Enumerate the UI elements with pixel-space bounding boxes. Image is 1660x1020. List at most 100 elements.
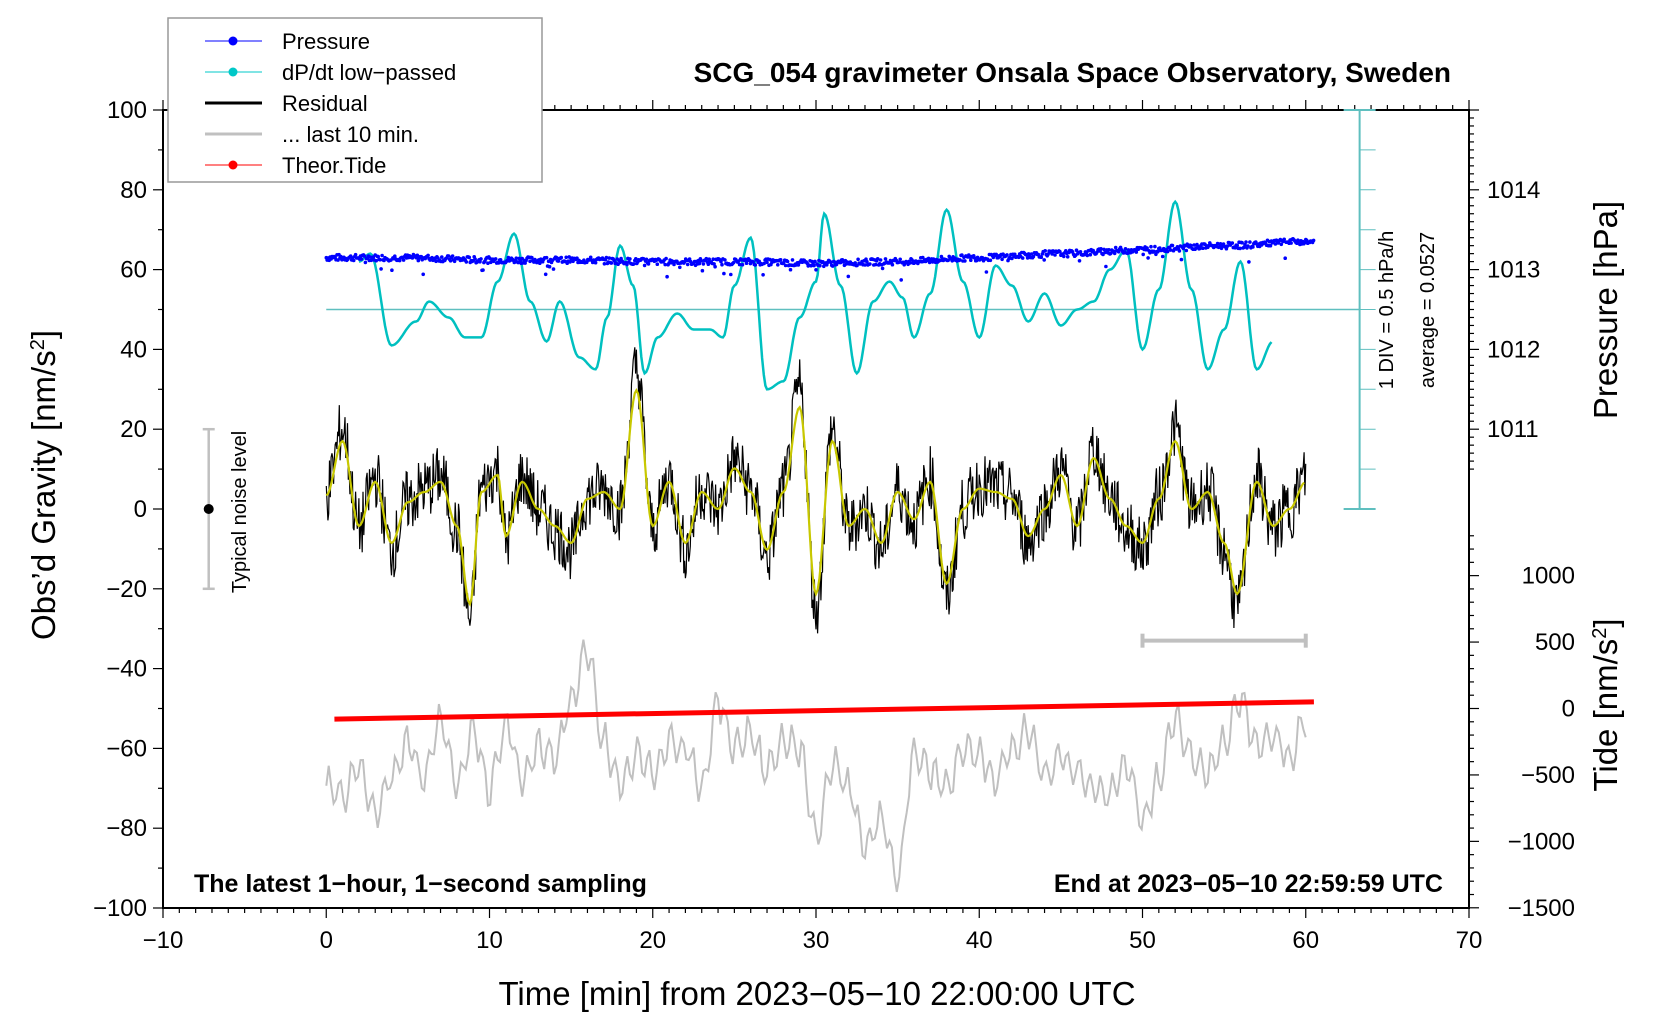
pressure-point — [1251, 245, 1255, 249]
tide-tick-label: 500 — [1535, 629, 1575, 656]
y-left-tick-label: 0 — [134, 496, 147, 523]
residual-smoothed-line — [325, 387, 1305, 607]
pressure-point — [1134, 250, 1139, 254]
pressure-axis-title: Pressure [hPa] — [1587, 201, 1624, 419]
y-left-tick-label: −100 — [93, 895, 147, 922]
pressure-point — [481, 268, 485, 272]
tide-axis-title-sup: 2 — [1589, 628, 1611, 639]
pressure-point — [813, 259, 817, 264]
pressure-point — [700, 268, 705, 273]
tide-tick-label: −1000 — [1508, 828, 1575, 855]
pressure-point — [351, 258, 356, 263]
pressure-point — [765, 260, 769, 265]
pressure-point — [1039, 255, 1044, 259]
pressure-point — [588, 255, 593, 260]
pressure-point — [768, 257, 772, 262]
pressure-point — [701, 262, 706, 266]
pressure-point — [898, 257, 902, 262]
pressure-point — [655, 262, 660, 267]
pressure-point — [828, 260, 833, 265]
pressure-point — [448, 259, 453, 263]
pressure-point — [421, 272, 426, 277]
pressure-point — [544, 255, 549, 260]
pressure-point — [625, 262, 629, 267]
pressure-point — [1042, 258, 1046, 262]
pressure-point — [856, 257, 860, 262]
y-left-tick-label: −40 — [106, 656, 147, 683]
pressure-point — [1246, 244, 1250, 248]
y-left-tick-labels: 100 80 60 40 20 0 −20 −40 −60 −80 −100 — [93, 97, 147, 922]
tide-tick-label: −500 — [1521, 762, 1575, 789]
pressure-point — [1123, 247, 1128, 251]
pressure-point — [1099, 247, 1103, 251]
legend-entry: dP/dt low−passed — [205, 60, 456, 85]
pressure-point — [711, 257, 715, 262]
legend-label: Residual — [282, 91, 368, 116]
pressure-point — [642, 263, 647, 268]
x-tick-label: 20 — [639, 927, 666, 954]
pressure-point — [593, 260, 598, 265]
pressure-point — [707, 257, 711, 262]
pressure-point — [530, 255, 534, 260]
pressure-point — [362, 254, 367, 258]
x-tick-label: −10 — [143, 927, 184, 954]
pressure-point — [378, 257, 382, 262]
pressure-point — [830, 264, 835, 268]
legend-entry: Residual — [205, 91, 368, 116]
pressure-point — [1112, 251, 1117, 256]
pressure-point — [1145, 246, 1149, 250]
pressure-point — [1240, 240, 1244, 245]
pressure-point — [1201, 246, 1205, 250]
pressure-point — [1013, 252, 1017, 257]
pressure-point — [910, 258, 914, 262]
pressure-point — [450, 254, 455, 258]
x-tick-label: 60 — [1292, 927, 1319, 954]
x-tick-label: 50 — [1129, 927, 1156, 954]
pressure-point — [1029, 252, 1034, 256]
pressure-point — [363, 260, 368, 265]
pressure-point — [712, 262, 716, 266]
pressure-point — [731, 260, 736, 265]
pressure-point — [740, 262, 745, 267]
pressure-point — [665, 274, 669, 279]
pressure-point — [514, 256, 519, 261]
pressure-point — [353, 252, 358, 257]
pressure-point — [426, 253, 430, 258]
pressure-point — [1053, 253, 1057, 257]
pressure-point — [1279, 242, 1284, 247]
pressure-point — [1005, 253, 1009, 257]
y-left-axis-title: Obs’d Gravity [nm/s2] — [25, 330, 62, 640]
pressure-point — [568, 260, 572, 264]
pressure-point — [609, 261, 614, 265]
pressure-point — [401, 258, 406, 262]
pressure-point — [393, 254, 397, 258]
pressure-point — [899, 278, 903, 282]
pressure-point — [697, 261, 702, 266]
pressure-point — [556, 259, 561, 263]
pressure-point — [543, 272, 548, 277]
pressure-point — [1154, 252, 1158, 257]
pressure-point — [1000, 257, 1004, 262]
x-tick-label: 70 — [1456, 927, 1483, 954]
pressure-point — [374, 258, 379, 263]
pressure-point — [865, 259, 869, 264]
pressure-point — [551, 267, 556, 271]
legend-label: dP/dt low−passed — [282, 60, 456, 85]
pressure-point — [1160, 254, 1165, 259]
pressure-point — [1050, 252, 1054, 256]
pressure-point — [1146, 256, 1150, 260]
pressure-point — [762, 261, 766, 266]
tide-axis-title-main: Tide [nm/s — [1587, 639, 1624, 792]
pressure-point — [571, 259, 575, 264]
pressure-point — [489, 260, 493, 265]
y-left-tick-label: 80 — [120, 177, 147, 204]
legend-label: ... last 10 min. — [282, 122, 419, 147]
pressure-point — [496, 261, 501, 265]
pressure-point — [380, 253, 384, 258]
legend-swatch-dot — [228, 160, 238, 170]
pressure-point — [1031, 254, 1036, 259]
pressure-point — [1058, 249, 1062, 254]
pressure-point — [1102, 247, 1106, 252]
pressure-point — [1238, 246, 1242, 251]
x-tick-label: 10 — [476, 927, 503, 954]
